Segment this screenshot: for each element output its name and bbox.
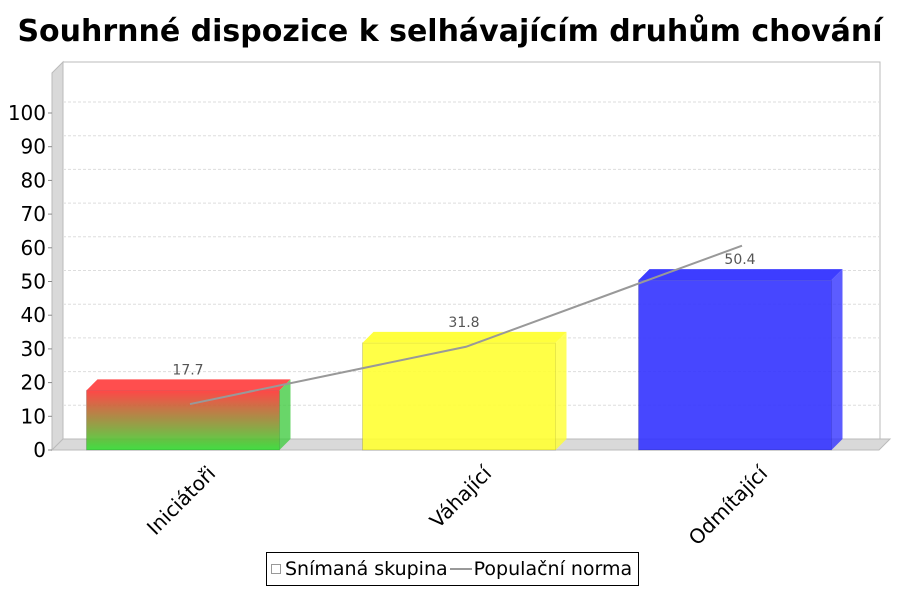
x-tick-label: Iniciátoři [142, 461, 220, 539]
bar-top [638, 269, 843, 281]
data-labels: 17.7 31.8 50.4 [172, 252, 755, 378]
legend-swatch-group [271, 564, 281, 574]
legend: Snímaná skupina Populační norma [266, 552, 640, 586]
y-tick-label: 0 [33, 438, 46, 462]
y-tick-label: 70 [21, 202, 46, 226]
bar-front [638, 279, 832, 451]
plot-left-wall [51, 60, 64, 452]
bar-side [279, 379, 291, 450]
y-tick-label: 30 [21, 337, 46, 361]
legend-item-norm: Populační norma [448, 558, 633, 580]
chart-title: Souhrnné dispozice k selhávajícím druhům… [17, 14, 883, 49]
y-tick-label: 100 [8, 101, 46, 125]
x-tick-label: Váhající [425, 460, 497, 532]
data-label: 31.8 [448, 315, 479, 331]
bar-top [86, 379, 291, 391]
norm-line [189, 244, 743, 406]
bar-side [831, 269, 843, 450]
norm-series-line [189, 244, 743, 406]
legend-swatch-norm [449, 568, 472, 570]
bar [362, 331, 567, 451]
bar-front [86, 389, 280, 451]
bars [86, 269, 843, 451]
y-axis: 0 10 20 30 40 50 60 70 80 90 100 [8, 101, 52, 462]
y-tick-label: 50 [21, 270, 46, 294]
y-tick-label: 40 [21, 303, 46, 327]
y-tick-label: 60 [21, 236, 46, 260]
x-tick-label: Odmítající [684, 460, 774, 550]
data-label: 17.7 [172, 362, 203, 378]
bar [638, 269, 843, 451]
y-tick-label: 10 [21, 404, 46, 428]
y-tick-label: 90 [21, 135, 46, 159]
data-label: 50.4 [724, 252, 755, 268]
x-axis: Iniciátoři Váhající Odmítající [142, 460, 773, 550]
y-tick-label: 80 [21, 168, 46, 192]
bar-top [362, 331, 567, 343]
legend-label-norm: Populační norma [473, 558, 633, 580]
bar-side [555, 331, 567, 450]
legend-item-group: Snímaná skupina [271, 558, 448, 580]
bar [86, 379, 291, 451]
y-tick-label: 20 [21, 371, 46, 395]
legend-label-group: Snímaná skupina [285, 558, 448, 580]
bar-front [362, 342, 556, 451]
